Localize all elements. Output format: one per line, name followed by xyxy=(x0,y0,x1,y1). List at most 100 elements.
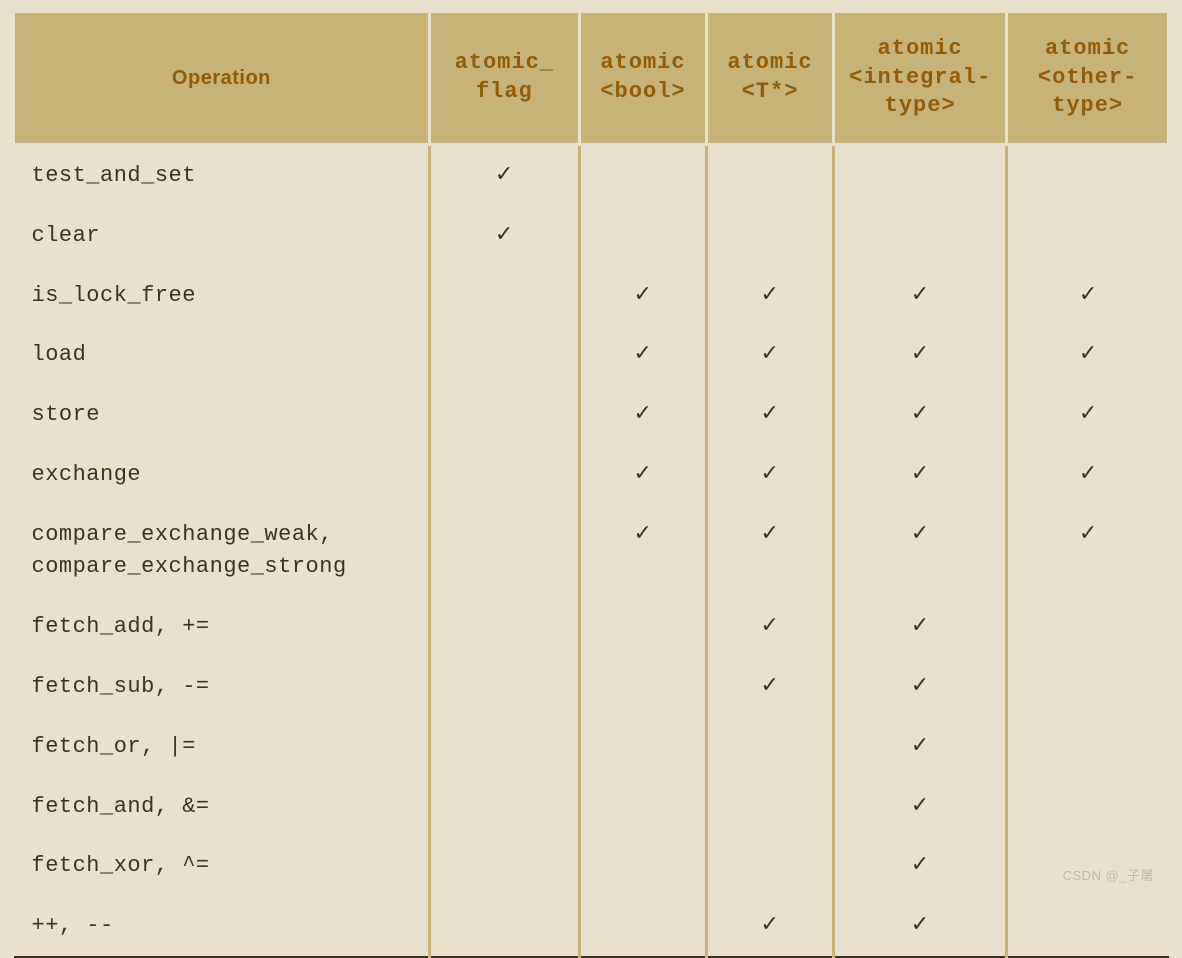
table-row: fetch_xor, ^=✓ xyxy=(14,836,1169,896)
support-cell xyxy=(579,717,706,777)
support-cell xyxy=(429,597,579,657)
operation-cell: fetch_sub, -= xyxy=(14,657,430,717)
support-cell xyxy=(429,266,579,326)
table-row: compare_exchange_weak,compare_exchange_s… xyxy=(14,505,1169,597)
support-cell: ✓ xyxy=(834,445,1007,505)
operation-cell: load xyxy=(14,325,430,385)
support-cell xyxy=(429,896,579,957)
atomic-operations-table: Operationatomic_flagatomic<bool>atomic<T… xyxy=(12,10,1170,958)
support-cell: ✓ xyxy=(579,266,706,326)
support-cell xyxy=(429,717,579,777)
support-cell xyxy=(429,505,579,597)
table-row: fetch_or, |= ✓ xyxy=(14,717,1169,777)
check-icon: ✓ xyxy=(1079,522,1098,547)
support-cell: ✓ xyxy=(706,597,833,657)
support-cell: ✓ xyxy=(429,144,579,205)
check-icon: ✓ xyxy=(633,402,652,427)
support-cell: ✓ xyxy=(1007,445,1169,505)
check-icon: ✓ xyxy=(761,462,780,487)
support-cell: ✓ xyxy=(706,505,833,597)
support-cell xyxy=(579,836,706,896)
support-cell xyxy=(706,836,833,896)
table-row: test_and_set✓ xyxy=(14,144,1169,205)
col-header: atomic<other-type> xyxy=(1007,12,1169,145)
check-icon: ✓ xyxy=(761,674,780,699)
support-cell xyxy=(429,777,579,837)
col-header: atomic_flag xyxy=(429,12,579,145)
table-row: clear ✓ xyxy=(14,206,1169,266)
support-cell: ✓ xyxy=(1007,505,1169,597)
operation-cell: clear xyxy=(14,206,430,266)
support-cell xyxy=(834,206,1007,266)
support-cell: ✓ xyxy=(579,385,706,445)
support-cell: ✓ xyxy=(429,206,579,266)
table-row: fetch_and, &= ✓ xyxy=(14,777,1169,837)
check-icon: ✓ xyxy=(911,734,930,759)
check-icon: ✓ xyxy=(761,913,780,938)
operation-cell: store xyxy=(14,385,430,445)
operation-cell: fetch_or, |= xyxy=(14,717,430,777)
col-header-operation: Operation xyxy=(14,12,430,145)
check-icon: ✓ xyxy=(911,794,930,819)
support-cell: ✓ xyxy=(706,266,833,326)
support-cell xyxy=(1007,777,1169,837)
support-cell: ✓ xyxy=(706,657,833,717)
check-icon: ✓ xyxy=(911,522,930,547)
support-cell xyxy=(579,206,706,266)
operation-cell: is_lock_free xyxy=(14,266,430,326)
table-row: store✓✓✓✓ xyxy=(14,385,1169,445)
support-cell: ✓ xyxy=(834,717,1007,777)
operation-cell: ++, -- xyxy=(14,896,430,957)
support-cell: ✓ xyxy=(579,325,706,385)
check-icon: ✓ xyxy=(911,674,930,699)
support-cell xyxy=(1007,896,1169,957)
check-icon: ✓ xyxy=(1079,342,1098,367)
support-cell xyxy=(579,896,706,957)
support-cell xyxy=(579,597,706,657)
check-icon: ✓ xyxy=(1079,283,1098,308)
check-icon: ✓ xyxy=(761,522,780,547)
table-row: ++, -- ✓ ✓ xyxy=(14,896,1169,957)
check-icon: ✓ xyxy=(1079,462,1098,487)
support-cell: ✓ xyxy=(706,445,833,505)
operation-cell: compare_exchange_weak,compare_exchange_s… xyxy=(14,505,430,597)
support-cell: ✓ xyxy=(834,657,1007,717)
support-cell: ✓ xyxy=(834,385,1007,445)
table-row: load✓✓✓✓ xyxy=(14,325,1169,385)
support-cell: ✓ xyxy=(834,777,1007,837)
support-cell xyxy=(706,717,833,777)
support-cell xyxy=(1007,144,1169,205)
col-header: atomic<bool> xyxy=(579,12,706,145)
check-icon: ✓ xyxy=(911,614,930,639)
table-row: fetch_sub, -= ✓ ✓ xyxy=(14,657,1169,717)
check-icon: ✓ xyxy=(761,342,780,367)
table-row: fetch_add, += ✓ ✓ xyxy=(14,597,1169,657)
support-cell xyxy=(706,144,833,205)
support-cell xyxy=(1007,717,1169,777)
operation-cell: test_and_set xyxy=(14,144,430,205)
support-cell xyxy=(706,206,833,266)
support-cell: ✓ xyxy=(834,836,1007,896)
support-cell: ✓ xyxy=(1007,325,1169,385)
support-cell xyxy=(1007,657,1169,717)
support-cell: ✓ xyxy=(834,896,1007,957)
support-cell xyxy=(429,445,579,505)
check-icon: ✓ xyxy=(911,853,930,878)
table-row: exchange✓✓✓✓ xyxy=(14,445,1169,505)
support-cell xyxy=(429,325,579,385)
check-icon: ✓ xyxy=(495,223,514,248)
operation-cell: fetch_and, &= xyxy=(14,777,430,837)
watermark-text: CSDN @_子屠 xyxy=(1063,865,1154,884)
support-cell xyxy=(429,836,579,896)
operation-cell: fetch_add, += xyxy=(14,597,430,657)
check-icon: ✓ xyxy=(911,462,930,487)
support-cell xyxy=(1007,597,1169,657)
support-cell: ✓ xyxy=(706,325,833,385)
check-icon: ✓ xyxy=(761,614,780,639)
check-icon: ✓ xyxy=(633,283,652,308)
operation-cell: exchange xyxy=(14,445,430,505)
support-cell xyxy=(1007,206,1169,266)
support-cell: ✓ xyxy=(1007,385,1169,445)
support-cell xyxy=(579,657,706,717)
check-icon: ✓ xyxy=(911,402,930,427)
